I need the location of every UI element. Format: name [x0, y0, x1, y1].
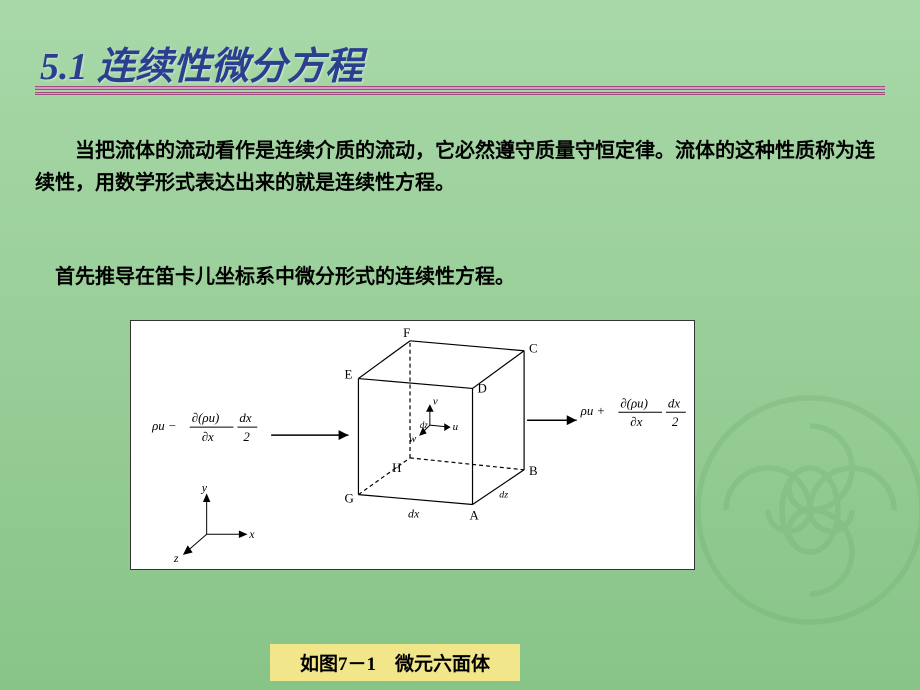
- svg-text:2: 2: [243, 430, 250, 444]
- svg-text:dx: dx: [668, 396, 680, 410]
- svg-text:A: A: [470, 508, 480, 522]
- svg-text:u: u: [453, 421, 459, 433]
- svg-text:dz: dz: [499, 490, 508, 501]
- title-divider: [35, 86, 885, 96]
- svg-text:ρu −: ρu −: [151, 419, 177, 433]
- svg-text:dx: dx: [239, 411, 251, 425]
- svg-text:E: E: [345, 368, 353, 382]
- cube-diagram: F C E D G A B H u v w dz dx dz: [131, 321, 694, 569]
- svg-text:∂x: ∂x: [202, 430, 214, 444]
- svg-text:H: H: [392, 461, 401, 475]
- svg-text:v: v: [433, 395, 438, 407]
- section-title: 5.1 连续性微分方程: [40, 35, 363, 90]
- svg-text:dx: dx: [408, 506, 420, 520]
- paragraph-2: 首先推导在笛卡儿坐标系中微分形式的连续性方程。: [55, 260, 515, 289]
- background-ornament: [670, 370, 920, 650]
- svg-text:dz: dz: [420, 420, 428, 430]
- svg-text:G: G: [345, 492, 354, 506]
- svg-text:w: w: [409, 433, 417, 445]
- svg-text:F: F: [403, 326, 410, 340]
- svg-text:2: 2: [672, 415, 679, 429]
- svg-text:∂(ρu): ∂(ρu): [192, 411, 220, 425]
- svg-text:D: D: [477, 381, 486, 395]
- svg-text:x: x: [248, 527, 255, 541]
- svg-text:C: C: [529, 342, 538, 356]
- svg-text:y: y: [201, 481, 208, 495]
- svg-text:z: z: [173, 551, 179, 565]
- svg-text:ρu +: ρu +: [580, 404, 606, 418]
- svg-text:∂(ρu): ∂(ρu): [620, 396, 648, 410]
- svg-text:∂x: ∂x: [630, 415, 642, 429]
- paragraph-1: 当把流体的流动看作是连续介质的流动，它必然遵守质量守恒定律。流体的这种性质称为连…: [35, 135, 885, 199]
- figure-caption: 如图7－1 微元六面体: [270, 644, 520, 681]
- svg-text:B: B: [529, 464, 538, 478]
- figure-container: F C E D G A B H u v w dz dx dz: [130, 320, 695, 570]
